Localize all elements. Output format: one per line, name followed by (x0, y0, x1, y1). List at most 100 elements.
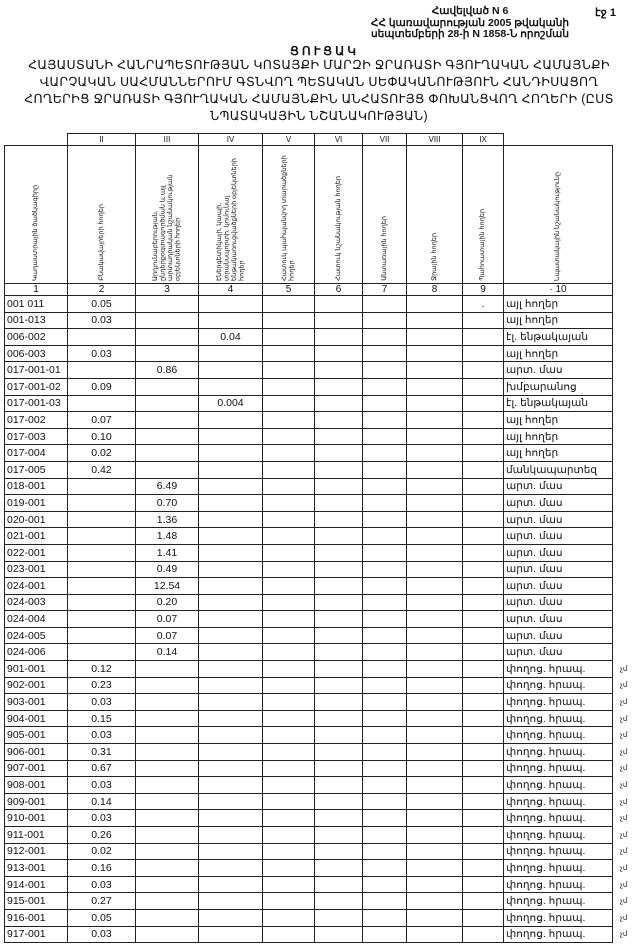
area-value (135, 875, 199, 894)
area-value (135, 328, 199, 346)
area-value (198, 610, 263, 628)
area-value (135, 709, 199, 728)
area-value (67, 643, 136, 662)
area-value (462, 577, 504, 595)
area-value: 0.42 (67, 460, 136, 479)
purpose: փողոց. հրապ. (503, 925, 613, 944)
area-value (262, 444, 315, 462)
area-value (362, 543, 407, 562)
cadastral-code: 903-001 (4, 693, 68, 711)
area-value (135, 726, 199, 745)
area-value (198, 908, 263, 927)
roman-spacer (504, 134, 613, 146)
area-value (198, 527, 263, 545)
area-value (314, 361, 363, 379)
cadastral-code: 023-001 (4, 560, 68, 579)
area-value (135, 394, 199, 413)
cadastral-code: 910-001 (4, 809, 68, 827)
area-value (406, 311, 463, 330)
area-value (198, 842, 263, 861)
area-value (262, 925, 315, 944)
area-value (135, 411, 199, 429)
column-header: Հատուկ նշանակության հողեր (314, 145, 363, 284)
area-value: 0.26 (67, 826, 136, 844)
area-value (67, 328, 136, 346)
area-value (406, 411, 463, 429)
purpose: խմբարանոց (503, 377, 613, 396)
area-value (314, 610, 363, 628)
area-value (314, 427, 363, 446)
cadastral-code: 024-005 (4, 626, 68, 645)
area-value (198, 377, 263, 396)
area-value (362, 394, 407, 413)
area-value (406, 875, 463, 894)
area-value: 0.03 (67, 344, 136, 363)
roman-numeral: VII (362, 133, 407, 146)
area-value (135, 444, 199, 462)
area-value (362, 411, 407, 429)
area-value (314, 477, 363, 496)
purpose: փողոց. հրապ. (503, 759, 613, 778)
area-value (406, 842, 463, 861)
area-value (406, 908, 463, 927)
area-value (262, 842, 315, 861)
area-value (314, 444, 363, 462)
table-row: 018-001 6.49 արտ. մաս (4, 477, 613, 496)
area-value (262, 411, 315, 429)
area-value (314, 892, 363, 910)
document-subtitle: ՀԱՅԱՍՏԱՆԻ ՀԱՆՐԱՊԵՏՈՒԹՅԱՆ ԿՈՏԱՅՔԻ ՄԱՐԶԻ Ջ… (24, 58, 614, 123)
area-value: . (462, 295, 504, 313)
area-value (262, 660, 315, 678)
area-value (462, 411, 504, 429)
area-value (135, 776, 199, 794)
area-value (406, 328, 463, 346)
table-row: 905-001 0.03 փողոց. հրապ. (4, 726, 613, 745)
area-value: 6.49 (135, 477, 199, 496)
margin-note: չմ (620, 715, 628, 723)
table-row: 017-002 0.07 այլ հողեր (4, 411, 613, 429)
area-value (406, 643, 463, 662)
area-value (198, 460, 263, 479)
cadastral-code: 017-001-03 (4, 394, 68, 413)
area-value (314, 875, 363, 894)
area-value (262, 527, 315, 545)
area-value (362, 892, 407, 910)
area-value (135, 460, 199, 479)
column-number: 7 (362, 283, 407, 296)
table-row: 913-001 0.16 փողոց. հրապ. (4, 859, 613, 877)
area-value (362, 875, 407, 894)
cadastral-code: 006-003 (4, 344, 68, 363)
area-value (362, 477, 407, 496)
cadastral-code: 001-013 (4, 311, 68, 330)
area-value (135, 826, 199, 844)
area-value (362, 328, 407, 346)
area-value (198, 411, 263, 429)
column-header-label: Էներգետիկայի, կապի, տրանսպորտի, կոմունալ… (215, 158, 246, 281)
area-value (462, 494, 504, 512)
table-row: 903-001 0.03 փողոց. հրապ. (4, 693, 613, 711)
area-value (406, 709, 463, 728)
area-value (262, 543, 315, 562)
column-number: 9 (462, 283, 504, 296)
area-value (262, 676, 315, 695)
area-value (362, 626, 407, 645)
area-value (362, 311, 407, 330)
margin-note: չմ (620, 848, 628, 856)
area-value (314, 792, 363, 811)
area-value (198, 925, 263, 944)
area-value (262, 792, 315, 811)
area-value (406, 444, 463, 462)
area-value: 0.14 (135, 643, 199, 662)
margin-note: չմ (620, 698, 628, 706)
area-value: 0.23 (67, 676, 136, 695)
purpose: այլ հողեր (503, 444, 613, 462)
area-value (406, 377, 463, 396)
cadastral-code: 901-001 (4, 660, 68, 678)
area-value (314, 925, 363, 944)
area-value (314, 494, 363, 512)
area-value (406, 494, 463, 512)
roman-numeral: III (135, 133, 199, 146)
area-value (462, 875, 504, 894)
purpose: մանկապարտեզ (503, 460, 613, 479)
area-value (406, 925, 463, 944)
